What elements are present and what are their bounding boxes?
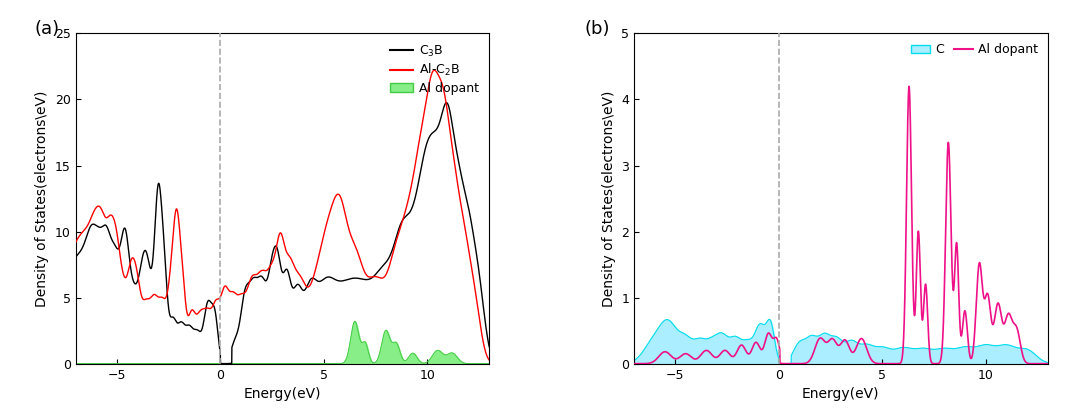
Text: (b): (b) xyxy=(584,20,610,38)
X-axis label: Energy(eV): Energy(eV) xyxy=(802,387,879,401)
Legend: C, Al dopant: C, Al dopant xyxy=(907,40,1041,60)
Y-axis label: Density of States(electrons\eV): Density of States(electrons\eV) xyxy=(36,90,50,307)
Text: (a): (a) xyxy=(35,20,59,38)
Y-axis label: Density of States(electrons\eV): Density of States(electrons\eV) xyxy=(602,90,616,307)
Legend: C$_3$B, Al-C$_2$B, Al dopant: C$_3$B, Al-C$_2$B, Al dopant xyxy=(387,40,483,99)
X-axis label: Energy(eV): Energy(eV) xyxy=(244,387,321,401)
